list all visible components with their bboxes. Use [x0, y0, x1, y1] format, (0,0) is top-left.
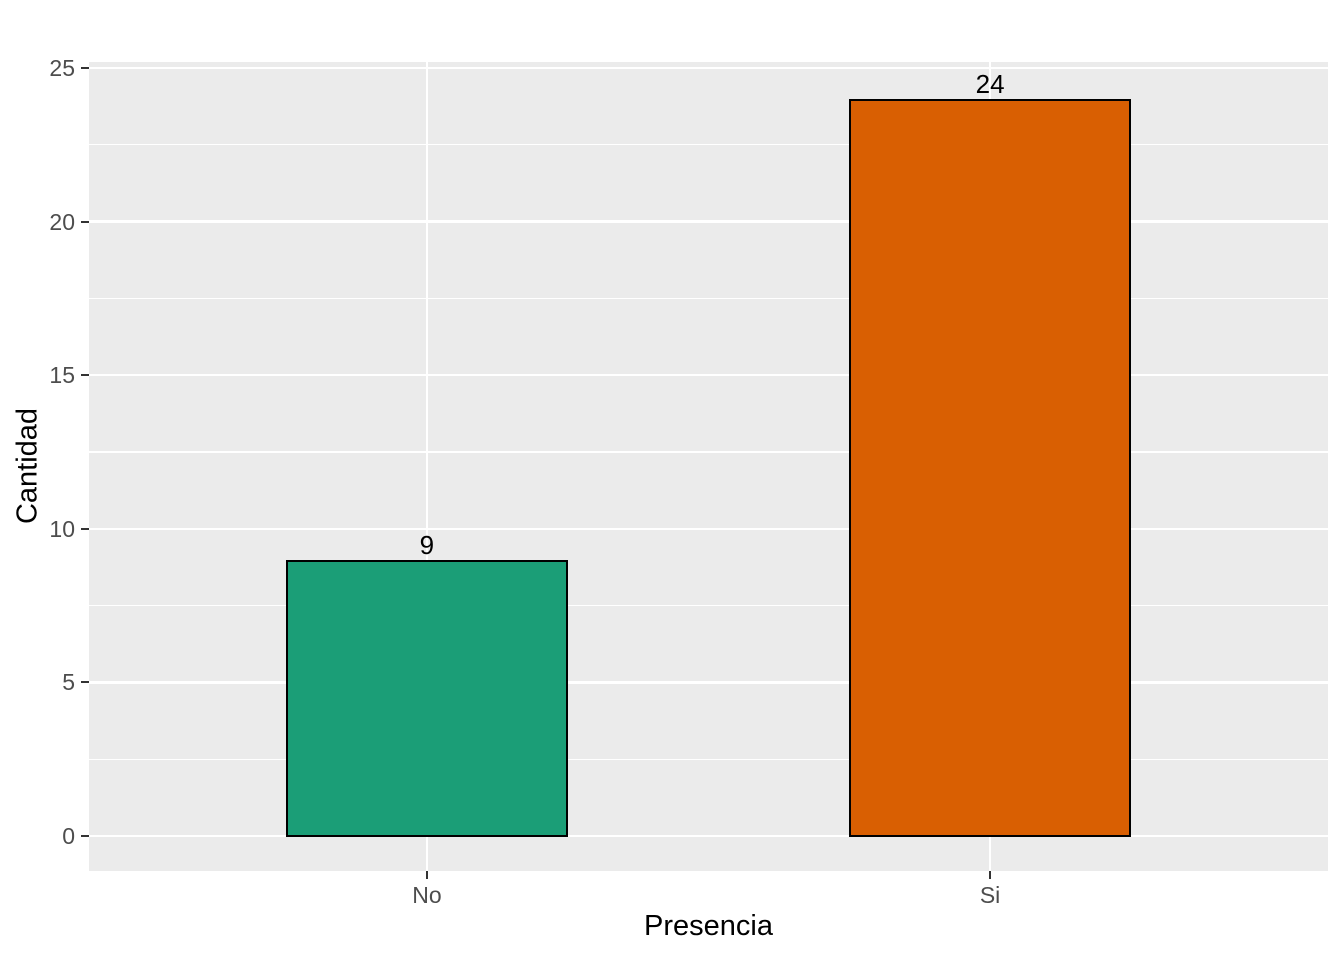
y-axis-tick — [81, 527, 89, 530]
x-axis-tick — [989, 871, 992, 879]
y-axis-tick — [81, 220, 89, 223]
y-axis-tick-label: 20 — [49, 208, 75, 235]
minor-gridline — [89, 604, 1328, 607]
x-axis-tick-label: Si — [979, 882, 1001, 908]
major-gridline — [89, 834, 1328, 838]
y-axis-tick — [81, 67, 89, 69]
x-axis-title: Presencia — [644, 910, 773, 942]
y-axis-tick — [81, 374, 89, 377]
x-axis-tick-label: No — [412, 882, 442, 908]
bar-no — [286, 559, 568, 837]
x-axis-tick — [425, 871, 428, 879]
major-gridline — [89, 527, 1328, 531]
y-axis-title: Cantidad — [11, 407, 44, 525]
plot-panel: 9 24 — [89, 62, 1328, 871]
major-gridline — [89, 373, 1328, 377]
minor-gridline — [89, 758, 1328, 760]
major-gridline-vertical — [425, 62, 429, 871]
major-gridline — [89, 681, 1328, 684]
major-gridline — [89, 220, 1328, 223]
y-axis-tick-label: 25 — [49, 55, 75, 81]
y-axis-tick-label: 5 — [62, 669, 75, 696]
bar-value-label: 24 — [975, 68, 1005, 99]
y-axis-tick-label: 15 — [49, 362, 75, 389]
major-gridline — [89, 66, 1328, 70]
y-axis-tick — [81, 681, 89, 684]
minor-gridline — [89, 144, 1328, 146]
y-axis-tick-label: 10 — [49, 515, 75, 542]
minor-gridline — [89, 297, 1328, 300]
y-axis-tick-label: 0 — [62, 823, 75, 849]
bar-si — [849, 98, 1131, 837]
minor-gridline — [89, 451, 1328, 453]
y-axis-tick — [81, 835, 89, 837]
bar-value-label: 9 — [419, 529, 435, 560]
